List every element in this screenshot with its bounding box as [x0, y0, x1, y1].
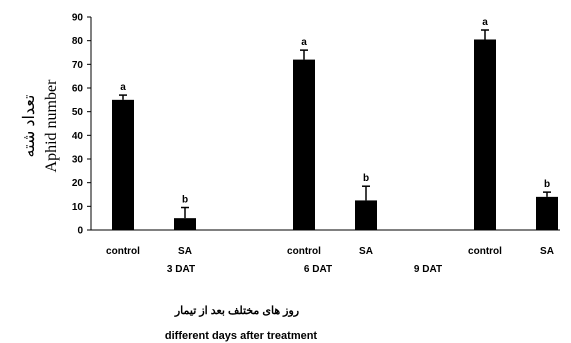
y-tick-label: 70	[72, 60, 84, 71]
significance-label: a	[301, 37, 307, 48]
bar	[174, 218, 196, 230]
y-tick-label: 50	[72, 107, 84, 118]
x-category-label: SA	[540, 246, 554, 257]
y-axis-label: Aphid number	[43, 79, 60, 173]
group-label: 3 DAT	[167, 264, 195, 275]
y-tick-label: 0	[77, 226, 83, 237]
bar	[474, 39, 496, 230]
significance-label: b	[544, 179, 550, 190]
x-category-label: SA	[178, 246, 192, 257]
significance-label: a	[482, 17, 488, 28]
bar	[355, 200, 377, 230]
y-tick-label: 60	[72, 84, 84, 95]
bars-layer: a b a b a b	[112, 17, 558, 230]
bar	[293, 59, 315, 230]
bar	[536, 196, 558, 230]
y-tick-label: 40	[72, 131, 84, 142]
x-category-label: SA	[359, 246, 373, 257]
significance-label: b	[363, 173, 369, 184]
y-axis-ticks: 0 10 20 30 40 50 60 70 80 90	[72, 13, 91, 237]
significance-label: b	[182, 195, 188, 206]
category-labels: control SA control SA control SA	[106, 246, 554, 257]
group-labels: 3 DAT 6 DAT 9 DAT	[167, 264, 442, 275]
group-label: 6 DAT	[304, 264, 332, 275]
x-category-label: control	[468, 246, 502, 257]
y-axis-label-fa: تعداد شته	[21, 95, 38, 158]
y-tick-label: 90	[72, 13, 84, 24]
y-tick-label: 30	[72, 155, 84, 166]
x-category-label: control	[287, 246, 321, 257]
bar	[112, 99, 134, 230]
x-axis-label: different days after treatment	[165, 330, 318, 342]
group-label: 9 DAT	[414, 264, 442, 275]
y-tick-label: 20	[72, 178, 84, 189]
x-axis-label-fa: روز های مختلف بعد از تیمار	[174, 305, 299, 317]
significance-label: a	[120, 82, 126, 93]
x-category-label: control	[106, 246, 140, 257]
y-tick-label: 10	[72, 202, 84, 213]
y-tick-label: 80	[72, 36, 84, 47]
